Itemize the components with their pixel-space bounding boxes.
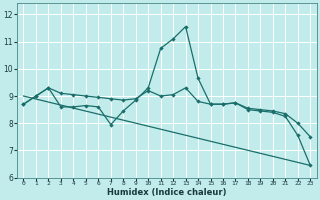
X-axis label: Humidex (Indice chaleur): Humidex (Indice chaleur) bbox=[107, 188, 227, 197]
